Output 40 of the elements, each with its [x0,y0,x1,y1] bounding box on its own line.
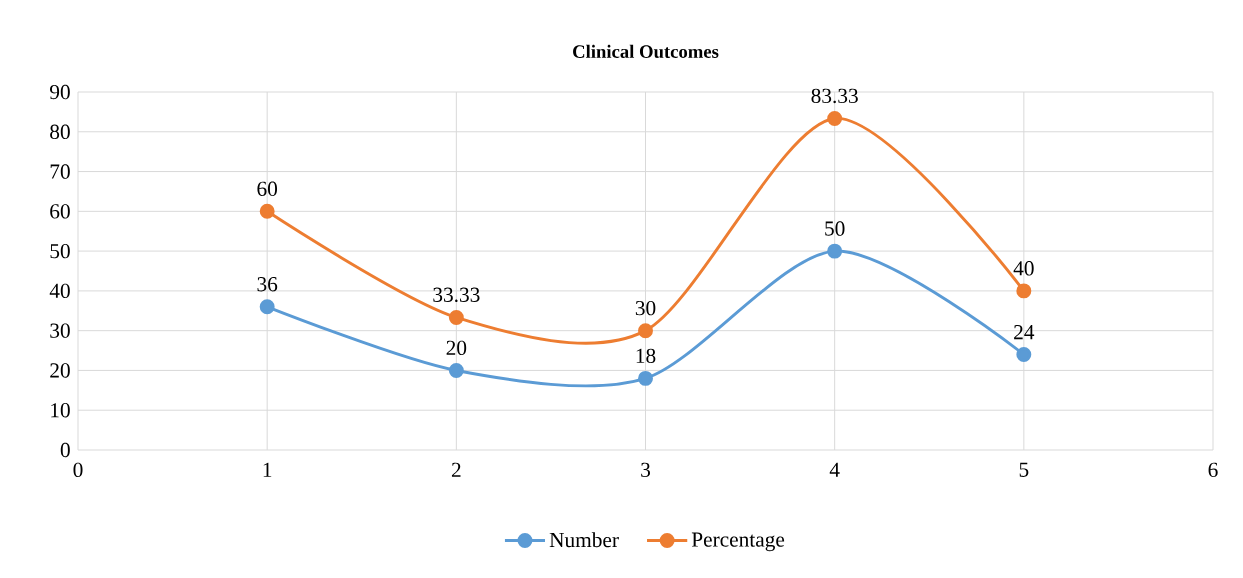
data-label: 33.33 [433,287,480,303]
point [1016,347,1032,362]
x-tick-label: 4 [829,462,840,477]
data-label: 18 [636,348,656,364]
y-tick-label: 60 [50,204,70,219]
data-label: 60 [257,181,278,196]
data-label: 36 [257,277,278,292]
y-tick-label: 50 [50,243,70,259]
y-tick-label: 40 [49,283,70,299]
point [827,243,843,259]
legend-label: Percentage [691,532,785,552]
point [1016,283,1032,299]
data-label: 50 [825,221,845,236]
y-tick-label: 70 [50,164,70,179]
data-label: 30 [635,300,656,316]
x-tick-label: 1 [263,462,272,477]
y-tick-label: 20 [50,363,70,378]
point [448,362,464,378]
x-tick-label: 2 [451,462,461,477]
chart-title: Clinical Outcomes [573,44,719,58]
y-tick-label: 0 [60,442,70,458]
data-label: 40 [1013,261,1034,276]
data-label: 24 [1014,325,1035,340]
point [259,203,275,219]
point [827,111,843,126]
y-tick-label: 80 [50,124,70,139]
x-tick-label: 3 [641,462,650,478]
x-tick-label: 6 [1208,462,1218,478]
legend-label: Number [549,532,619,548]
point [638,370,653,386]
x-tick-label: 0 [73,462,83,478]
x-tick-label: 5 [1019,462,1029,477]
y-tick-label: 30 [50,323,70,338]
point [259,299,275,315]
point [638,323,653,339]
point [448,309,464,325]
data-label: 83.33 [811,88,858,104]
y-tick-label: 90 [49,84,70,100]
y-tick-label: 10 [51,403,70,418]
data-label: 20 [446,340,467,356]
